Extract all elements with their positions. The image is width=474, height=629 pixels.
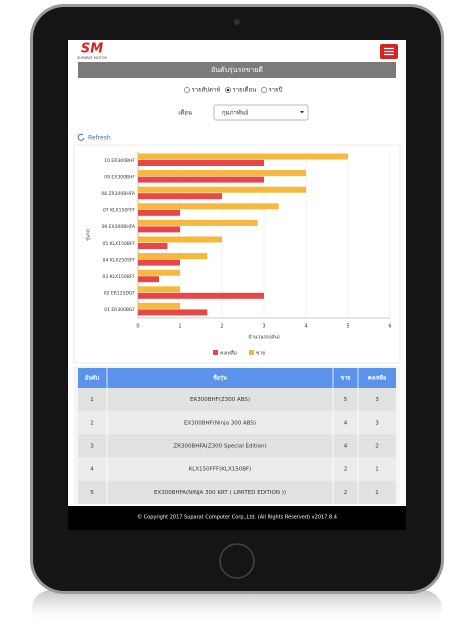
cell: 2 xyxy=(344,490,348,496)
radio-label: รายสัปดาห์ xyxy=(192,86,221,94)
x-tick-label: 1 xyxy=(178,324,181,330)
column-header: คงเหลือ xyxy=(368,375,387,382)
y-tick-label: 09 EX300BHF xyxy=(104,174,135,180)
cell: EX300BHFA(NINJA 300 KRT ( LIMITED EDITIO… xyxy=(154,490,286,496)
radio[interactable] xyxy=(184,87,190,93)
title-bar xyxy=(78,62,396,78)
legend-swatch xyxy=(249,350,254,355)
column-header: ชื่อรุ่น xyxy=(213,374,227,382)
menu-icon xyxy=(384,47,394,56)
x-tick-label: 4 xyxy=(304,324,307,330)
radio-label: รายปี xyxy=(269,86,283,94)
cell: EX300BHF(Ninja 300 ABS) xyxy=(184,420,256,426)
bar xyxy=(138,243,168,249)
bar xyxy=(138,253,208,260)
bar xyxy=(138,259,180,266)
cell: 1 xyxy=(375,490,379,496)
bar xyxy=(138,302,180,309)
column-header: อันดับ xyxy=(85,375,100,382)
legend-label: คงเหลือ xyxy=(220,350,237,357)
bar xyxy=(138,203,279,210)
bar xyxy=(138,170,306,177)
radio[interactable] xyxy=(261,87,267,93)
bar xyxy=(138,236,222,243)
y-tick-label: 03 KLX150BFF xyxy=(102,274,135,280)
legend-label: ขาย xyxy=(256,351,265,357)
month-value: กุมภาพันธ์ xyxy=(222,109,249,117)
cell: 1 xyxy=(375,467,379,473)
y-tick-label: 02 ER125DGF xyxy=(104,291,136,297)
logo-sub: SUPARAT MOTOR xyxy=(77,56,107,60)
y-tick-label: 06 EX300BHFA xyxy=(102,224,136,230)
x-tick-label: 3 xyxy=(262,324,265,330)
y-tick-label: 04 KLX250SFF xyxy=(103,257,136,263)
y-tick-label: 05 KLX150BFF xyxy=(102,241,135,247)
bar xyxy=(138,286,180,293)
cell: 2 xyxy=(90,420,94,426)
bar xyxy=(138,193,222,200)
cell: 2 xyxy=(375,444,379,450)
logo: SM xyxy=(81,42,103,57)
bar xyxy=(138,153,348,160)
x-tick-label: 0 xyxy=(136,324,139,330)
cell: 5 xyxy=(90,490,94,496)
y-tick-label: 01 ER300BGF xyxy=(104,307,135,313)
cell: 4 xyxy=(90,467,94,473)
table-row xyxy=(78,388,396,412)
y-tick-label: 07 KLX150FFF xyxy=(103,208,135,214)
reflection xyxy=(32,590,442,625)
table-header xyxy=(78,368,396,388)
cell: 3 xyxy=(90,444,94,450)
bar xyxy=(138,269,180,276)
camera xyxy=(234,19,240,25)
page-title: อันดับรุ่นรถขายดี xyxy=(211,66,263,74)
bar xyxy=(138,292,264,299)
bar xyxy=(138,186,306,193)
cell: 1 xyxy=(90,397,94,403)
month-label: เดือน xyxy=(178,109,192,117)
radio-dot xyxy=(226,88,230,92)
bar xyxy=(138,176,264,183)
home-button[interactable] xyxy=(219,543,255,579)
month-select[interactable] xyxy=(213,104,309,121)
table-row xyxy=(78,480,396,504)
y-tick-label: 08 ZR300BHFA xyxy=(101,191,136,197)
bar xyxy=(138,226,180,233)
x-tick-label: 5 xyxy=(346,324,349,330)
radio-label: รายเดือน xyxy=(233,86,257,94)
cell: 3 xyxy=(375,420,379,426)
refresh-link[interactable]: Refresh xyxy=(88,135,111,142)
bar xyxy=(138,209,180,216)
column-header: ขาย xyxy=(340,375,350,382)
x-tick-label: 6 xyxy=(388,324,391,330)
bar xyxy=(138,219,258,226)
y-tick-label: 10 ER300BHF xyxy=(104,158,135,164)
bar xyxy=(138,276,159,283)
cell: 5 xyxy=(344,397,348,403)
select-arrow xyxy=(300,111,304,114)
footer-bar xyxy=(68,506,406,530)
refresh-icon xyxy=(77,133,85,141)
cell: 4 xyxy=(344,420,348,426)
footer: © Copyright 2017 Suparat Computer Corp.,… xyxy=(137,514,337,521)
cell: 4 xyxy=(344,444,348,450)
table-row xyxy=(78,411,396,435)
legend-swatch xyxy=(213,350,218,355)
table-row xyxy=(78,457,396,481)
bar xyxy=(138,160,264,166)
cell: 2 xyxy=(344,467,348,473)
cell: 3 xyxy=(375,397,379,403)
cell: KLX150FFF(KLX150BF) xyxy=(189,467,252,473)
x-tick-label: 2 xyxy=(220,324,223,330)
x-axis-label: จำนวนรถ(คัน) xyxy=(248,335,280,341)
cell: ER300BHF(Z300 ABS) xyxy=(190,397,250,403)
cell: ZR300BHFA(Z300 Special Edition) xyxy=(173,444,266,450)
bar xyxy=(138,309,208,316)
y-axis-label: รุ่นรถ xyxy=(86,229,92,241)
table-row xyxy=(78,434,396,458)
